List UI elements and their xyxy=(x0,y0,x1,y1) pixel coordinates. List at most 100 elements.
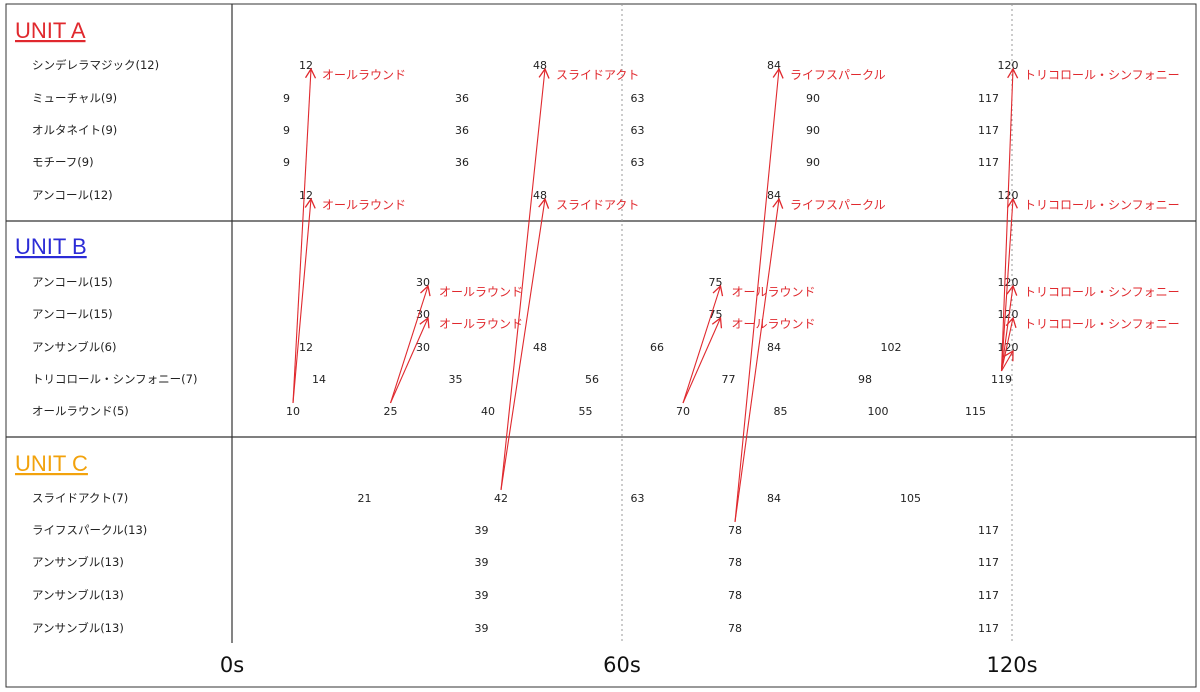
time-marker: 84 xyxy=(767,492,781,505)
time-marker: 84 xyxy=(767,341,781,354)
trigger-arrow xyxy=(1000,67,1019,372)
time-marker: 25 xyxy=(384,405,398,418)
time-marker: 119 xyxy=(991,373,1012,386)
time-marker: 117 xyxy=(978,124,999,137)
row-label: アンサンブル(13) xyxy=(32,588,124,602)
time-marker: 117 xyxy=(978,156,999,169)
trigger-annotation: スライドアクト xyxy=(556,198,639,212)
row-label: トリコロール・シンフォニー(7) xyxy=(32,372,197,386)
row-label: アンコール(15) xyxy=(32,307,113,321)
time-marker: 120 xyxy=(998,59,1019,72)
row-label: スライドアクト(7) xyxy=(32,491,128,505)
time-marker: 117 xyxy=(978,556,999,569)
trigger-arrow xyxy=(1001,349,1014,372)
time-marker: 39 xyxy=(475,622,489,635)
time-marker: 39 xyxy=(475,524,489,537)
time-marker: 117 xyxy=(978,524,999,537)
time-marker: 117 xyxy=(978,589,999,602)
time-marker: 105 xyxy=(900,492,921,505)
row-label: アンコール(15) xyxy=(32,275,113,289)
trigger-annotation: トリコロール・シンフォニー xyxy=(1024,198,1180,212)
row-label: アンコール(12) xyxy=(32,188,113,202)
trigger-annotation: トリコロール・シンフォニー xyxy=(1024,317,1180,331)
time-marker: 98 xyxy=(858,373,872,386)
trigger-annotation: ライフスパークル xyxy=(790,198,886,212)
trigger-annotation: ライフスパークル xyxy=(790,68,886,82)
time-marker: 48 xyxy=(533,341,547,354)
axis-tick-label: 0s xyxy=(220,653,244,677)
time-marker: 12 xyxy=(299,341,313,354)
time-marker: 63 xyxy=(631,124,645,137)
time-marker: 9 xyxy=(283,156,290,169)
unit-title: UNIT B xyxy=(15,234,87,259)
time-marker: 78 xyxy=(728,622,742,635)
time-marker: 55 xyxy=(579,405,593,418)
trigger-annotation: スライドアクト xyxy=(556,68,639,82)
trigger-annotation: オールラウンド xyxy=(439,285,523,299)
trigger-arrow xyxy=(292,67,317,404)
trigger-annotation: トリコロール・シンフォニー xyxy=(1024,68,1180,82)
row-label: オールラウンド(5) xyxy=(32,404,129,418)
time-marker: 100 xyxy=(868,405,889,418)
unit-title: UNIT A xyxy=(15,18,86,43)
time-marker: 63 xyxy=(631,156,645,169)
trigger-arrow xyxy=(500,197,550,491)
time-marker: 36 xyxy=(455,156,469,169)
trigger-arrow xyxy=(734,197,784,523)
time-marker: 21 xyxy=(358,492,372,505)
frame-border xyxy=(5,3,1197,688)
trigger-arrow xyxy=(1000,284,1018,372)
trigger-arrow xyxy=(734,67,784,523)
time-marker: 36 xyxy=(455,124,469,137)
time-marker: 39 xyxy=(475,589,489,602)
time-marker: 14 xyxy=(312,373,326,386)
time-marker: 117 xyxy=(978,92,999,105)
time-marker: 35 xyxy=(449,373,463,386)
time-marker: 63 xyxy=(631,92,645,105)
time-marker: 30 xyxy=(416,341,430,354)
unit-title: UNIT C xyxy=(15,451,88,476)
time-marker: 66 xyxy=(650,341,664,354)
time-marker: 117 xyxy=(978,622,999,635)
time-marker: 56 xyxy=(585,373,599,386)
row-label: アンサンブル(13) xyxy=(32,555,124,569)
trigger-annotation: トリコロール・シンフォニー xyxy=(1024,285,1180,299)
row-label: ライフスパークル(13) xyxy=(32,523,147,537)
trigger-arrow xyxy=(1000,316,1017,372)
trigger-arrow xyxy=(389,284,431,404)
time-marker: 9 xyxy=(283,92,290,105)
trigger-annotation: オールラウンド xyxy=(732,285,816,299)
time-marker: 39 xyxy=(475,556,489,569)
time-marker: 42 xyxy=(494,492,508,505)
trigger-arrow xyxy=(292,197,316,404)
time-marker: 115 xyxy=(965,405,986,418)
time-marker: 40 xyxy=(481,405,495,418)
time-marker: 90 xyxy=(806,92,820,105)
time-marker: 85 xyxy=(774,405,788,418)
row-label: アンサンブル(13) xyxy=(32,621,124,635)
trigger-annotation: オールラウンド xyxy=(439,317,523,331)
trigger-annotation: オールラウンド xyxy=(322,198,406,212)
axis-tick-label: 120s xyxy=(986,653,1037,677)
time-marker: 90 xyxy=(806,124,820,137)
row-label: モチーフ(9) xyxy=(32,155,94,169)
trigger-arrow xyxy=(682,284,724,404)
time-marker: 36 xyxy=(455,92,469,105)
trigger-arrow xyxy=(500,67,550,491)
row-label: シンデレラマジック(12) xyxy=(32,58,159,72)
row-label: オルタネイト(9) xyxy=(32,123,117,137)
trigger-arrow xyxy=(682,316,723,404)
trigger-annotation: オールラウンド xyxy=(322,68,406,82)
trigger-arrow xyxy=(389,316,430,404)
axis-tick-label: 60s xyxy=(603,653,641,677)
time-marker: 78 xyxy=(728,556,742,569)
trigger-annotation: オールラウンド xyxy=(732,317,816,331)
time-marker: 70 xyxy=(676,405,690,418)
time-marker: 90 xyxy=(806,156,820,169)
time-marker: 63 xyxy=(631,492,645,505)
time-marker: 77 xyxy=(722,373,736,386)
time-marker: 10 xyxy=(286,405,300,418)
row-label: アンサンブル(6) xyxy=(32,340,116,354)
